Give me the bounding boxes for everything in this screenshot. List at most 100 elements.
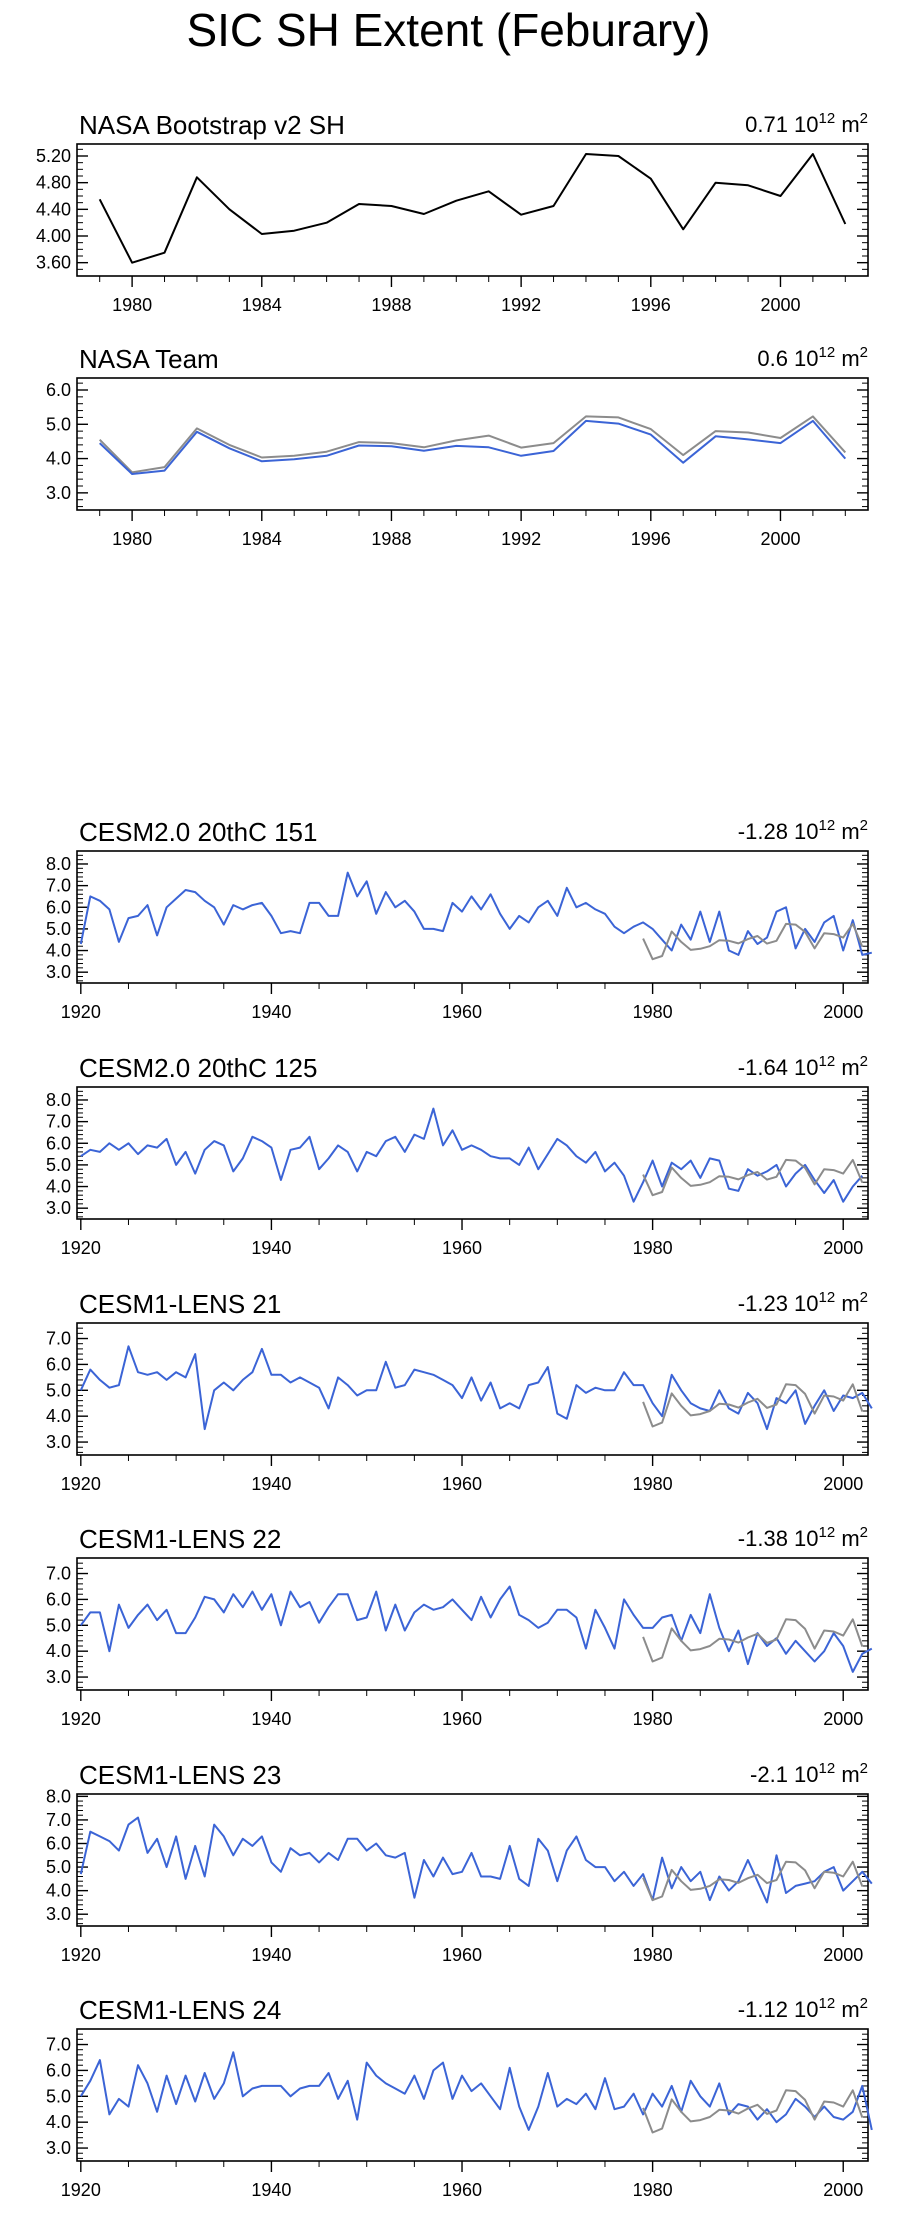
x-tick-label: 1984 [242,295,282,315]
y-tick-label: 6.0 [46,380,71,400]
panel-5: CESM1-LENS 21 -1.23 1012 m2 3.0 4.0 5.0 6.0 7.… [46,1289,873,1494]
panel-title: CESM1-LENS 21 [79,1289,281,1319]
panel-stat: 0.71 1012 m2 [745,110,868,137]
plot-frame [76,377,869,511]
x-tick-label: 1940 [251,1238,291,1258]
figure-title: SIC SH Extent (Feburary) [186,4,711,56]
x-tick-label: 1988 [371,295,411,315]
y-tick-label: 6.0 [46,1133,71,1153]
x-tick-label: 1960 [442,1709,482,1729]
panel-title: NASA Team [79,344,219,374]
x-tick-label: 1940 [251,1002,291,1022]
series-line-model [79,1585,873,1673]
x-tick-label: 1920 [61,1002,101,1022]
x-tick-label: 1960 [442,1238,482,1258]
y-tick-label: 4.0 [46,941,71,961]
panel-stat: -2.1 1012 m2 [750,1760,868,1787]
y-tick-label: 3.0 [46,1904,71,1924]
y-tick-label: 4.0 [46,2112,71,2132]
y-tick-label: 4.80 [36,173,71,193]
x-tick-label: 1984 [242,529,282,549]
y-tick-label: 5.0 [46,414,71,434]
y-tick-label: 5.0 [46,1615,71,1635]
y-tick-label: 4.00 [36,226,71,246]
panel-stat: -1.28 1012 m2 [738,817,868,844]
panel-stat: -1.23 1012 m2 [738,1289,868,1316]
x-tick-label: 2000 [823,1238,863,1258]
panel-8: CESM1-LENS 24 -1.12 1012 m2 3.0 4.0 5.0 6.0 7.… [46,1995,873,2200]
x-tick-label: 2000 [760,529,800,549]
plot-frame [76,1322,869,1456]
panel-4: CESM2.0 20thC 125 -1.64 1012 m2 3.04.05.06… [46,1053,869,1258]
panel-title: CESM1-LENS 22 [79,1524,281,1554]
series-line-model [80,1107,864,1203]
x-tick-label: 1996 [631,295,671,315]
x-tick-label: 2000 [760,295,800,315]
x-tick-label: 1920 [61,1945,101,1965]
y-tick-label: 6.0 [46,897,71,917]
panel-stat: -1.64 1012 m2 [738,1053,868,1080]
x-tick-label: 1960 [442,1945,482,1965]
y-tick-label: 4.0 [46,1406,71,1426]
x-tick-label: 1920 [61,1238,101,1258]
y-tick-label: 6.0 [46,2060,71,2080]
y-tick-label: 4.0 [46,1641,71,1661]
y-tick-label: 5.0 [46,1380,71,1400]
panel-stat: 0.6 1012 m2 [757,344,868,371]
y-tick-label: 3.0 [46,483,71,503]
panel-title: NASA Bootstrap v2 SH [79,110,345,140]
x-tick-label: 1980 [112,529,152,549]
y-tick-label: 7.0 [46,876,71,896]
series-line-obs [642,922,864,961]
y-tick-label: 3.0 [46,1198,71,1218]
x-tick-label: 1920 [61,2180,101,2200]
series-line-obs [98,415,847,474]
series-line-black [98,153,847,264]
x-tick-label: 2000 [823,1945,863,1965]
panel-title: CESM2.0 20thC 125 [79,1053,317,1083]
y-tick-label: 5.0 [46,919,71,939]
x-tick-label: 1940 [251,1945,291,1965]
y-tick-label: 5.0 [46,1155,71,1175]
plot-frame [76,2028,869,2162]
y-tick-label: 8.0 [46,1090,71,1110]
y-tick-label: 7.0 [46,1810,71,1830]
y-tick-label: 3.0 [46,2138,71,2158]
x-tick-label: 1980 [633,1474,673,1494]
panel-7: CESM1-LENS 23 -2.1 1012 m2 3.0 4.0 5.0 6.0 7.0… [46,1760,873,1965]
y-tick-label: 7.0 [46,1329,71,1349]
y-tick-label: 8.0 [46,1786,71,1806]
x-tick-label: 1980 [633,1709,673,1729]
x-tick-label: 1992 [501,529,541,549]
x-tick-label: 2000 [823,1709,863,1729]
x-tick-label: 1988 [371,529,411,549]
panel-stat: -1.38 1012 m2 [738,1524,868,1551]
x-tick-label: 1940 [251,1709,291,1729]
series-line-model [79,2051,873,2131]
panel-1: NASA Bootstrap v2 SH 0.71 1012 m2 3.60 4.00… [36,110,869,315]
x-tick-label: 1980 [633,1238,673,1258]
plot-frame [76,1086,869,1220]
x-tick-label: 1940 [251,2180,291,2200]
y-tick-label: 8.0 [46,854,71,874]
x-tick-label: 1996 [631,529,671,549]
x-tick-label: 1960 [442,2180,482,2200]
y-tick-label: 7.0 [46,2035,71,2055]
panel-title: CESM1-LENS 24 [79,1995,281,2025]
plot-frame [76,1557,869,1691]
panel-3: CESM2.0 20thC 151 -1.28 1012 m2 3.04.05.06… [46,817,873,1022]
y-tick-label: 4.0 [46,1177,71,1197]
x-tick-label: 2000 [823,1002,863,1022]
series-line-model [79,871,873,956]
x-tick-label: 1920 [61,1709,101,1729]
x-tick-label: 1980 [112,295,152,315]
x-tick-label: 1920 [61,1474,101,1494]
series-line-model [79,1816,873,1904]
y-tick-label: 5.20 [36,146,71,166]
y-tick-label: 5.0 [46,1857,71,1877]
series-line-obs [642,1383,864,1428]
y-tick-label: 4.0 [46,449,71,469]
y-tick-label: 7.0 [46,1564,71,1584]
x-tick-label: 1980 [633,1002,673,1022]
